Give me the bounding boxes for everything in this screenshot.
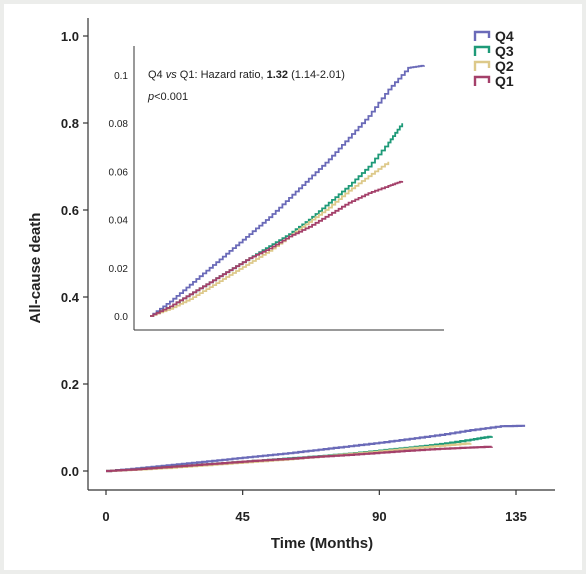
y-tick-label: 0.6 — [61, 203, 79, 218]
legend-label-q4: Q4 — [495, 28, 514, 44]
legend-swatch-q1 — [473, 75, 491, 86]
x-tick-label: 0 — [102, 509, 109, 524]
legend-swatch-q3 — [473, 45, 491, 56]
annotation-hr-label: Q1: Hazard ratio, — [177, 69, 267, 81]
main-axes: 0.0 0.2 0.4 0.6 0.8 1.0 0 45 90 135 — [61, 18, 555, 524]
legend-label-q2: Q2 — [495, 58, 514, 74]
p-value-annotation: p<0.001 — [147, 91, 188, 103]
annotation-vs: vs — [166, 69, 178, 81]
y-tick-label: 0.2 — [61, 377, 79, 392]
inset-y-tick-label: 0.02 — [109, 264, 129, 275]
inset-y-tick-label: 0.1 — [114, 71, 128, 82]
x-tick-label: 90 — [372, 509, 386, 524]
x-tick-label: 135 — [505, 509, 527, 524]
x-axis-label: Time (Months) — [271, 535, 373, 552]
legend-label-q3: Q3 — [495, 43, 514, 59]
annotation-hr-value: 1.32 — [267, 69, 288, 81]
main-series-lines — [106, 424, 526, 473]
x-tick-label: 45 — [235, 509, 249, 524]
figure-panel — [4, 4, 582, 570]
y-axis-label: All-cause death — [27, 213, 44, 324]
y-tick-label: 0.8 — [61, 116, 79, 131]
y-tick-label: 0.4 — [61, 290, 80, 305]
main-series-line-q4 — [106, 424, 526, 473]
inset-series-line-q1 — [150, 180, 404, 317]
hazard-ratio-annotation: Q4 vs Q1: Hazard ratio, 1.32 (1.14-2.01) — [148, 69, 345, 81]
annotation-ci: (1.14-2.01) — [288, 69, 345, 81]
legend-swatch-q4 — [473, 30, 491, 41]
inset-y-tick-label: 0.08 — [109, 119, 129, 130]
legend-label-q1: Q1 — [495, 73, 514, 89]
annotation-p-value: <0.001 — [154, 91, 188, 103]
inset-y-tick-label: 0.04 — [109, 216, 129, 227]
inset-chart: 0.1 0.08 0.06 0.04 0.02 0.0 — [109, 46, 444, 331]
inset-series-line-q4 — [150, 64, 425, 317]
y-tick-label: 1.0 — [61, 29, 79, 44]
main-series-line-q1 — [106, 445, 493, 473]
inset-y-tick-label: 0.06 — [109, 167, 129, 178]
annotation-q4: Q4 — [148, 69, 166, 81]
inset-y-tick-label: 0.0 — [114, 312, 128, 323]
y-tick-label: 0.0 — [61, 464, 79, 479]
annotation-p: p — [147, 91, 154, 103]
legend-swatch-q2 — [473, 60, 491, 71]
